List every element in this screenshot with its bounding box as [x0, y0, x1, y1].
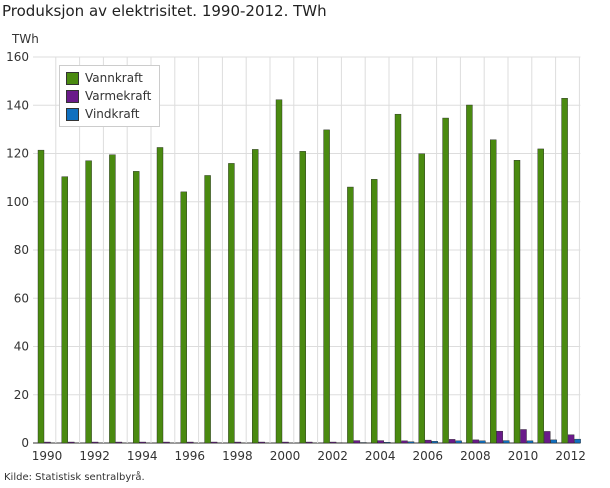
bar-vannkraft: [228, 163, 235, 444]
x-tick-label: 2004: [365, 449, 396, 463]
bar-varmekraft: [44, 441, 51, 444]
bar-vannkraft: [132, 171, 140, 444]
y-tick-label: 60: [14, 291, 29, 305]
legend-label: Varmekraft: [85, 89, 152, 103]
bar-varmekraft: [496, 430, 503, 444]
legend-swatch: [66, 107, 79, 121]
bar-vindkraft: [526, 440, 534, 444]
bar-varmekraft: [472, 439, 480, 444]
bar-varmekraft: [377, 440, 384, 444]
bar-vannkraft: [109, 154, 116, 444]
bar-varmekraft: [282, 441, 289, 444]
bar-varmekraft: [567, 434, 575, 444]
x-tick-label: 1990: [32, 449, 63, 463]
bar-vannkraft: [513, 160, 521, 444]
bar-varmekraft: [115, 441, 123, 444]
bar-varmekraft: [306, 441, 313, 444]
bar-varmekraft: [353, 440, 361, 444]
x-tick-label: 1994: [127, 449, 158, 463]
chart-title: Produksjon av elektrisitet. 1990-2012. T…: [2, 2, 327, 20]
bar-varmekraft: [91, 441, 99, 444]
bar-varmekraft: [139, 441, 146, 444]
bar-vannkraft: [394, 113, 402, 444]
bar-vindkraft: [479, 440, 486, 444]
y-tick-label: 100: [6, 195, 29, 209]
bar-varmekraft: [425, 439, 432, 444]
legend-swatch: [66, 71, 79, 85]
bar-vannkraft: [299, 151, 306, 444]
x-tick-label: 2000: [270, 449, 301, 463]
bar-varmekraft: [520, 429, 527, 444]
bar-vindkraft: [550, 439, 557, 444]
bar-vannkraft: [180, 191, 188, 444]
bar-vindkraft: [455, 440, 462, 444]
x-tick-label: 2006: [413, 449, 444, 463]
bar-vannkraft: [466, 104, 473, 444]
bar-vannkraft: [156, 147, 164, 444]
legend-item: Vannkraft: [66, 69, 151, 87]
bar-varmekraft: [210, 441, 218, 444]
bar-vannkraft: [537, 148, 544, 444]
x-tick-label: 1992: [79, 449, 110, 463]
y-tick-label: 20: [14, 388, 29, 402]
y-axis-label: TWh: [12, 32, 39, 46]
x-tick-label: 1996: [175, 449, 206, 463]
bar-varmekraft: [544, 431, 551, 444]
bar-varmekraft: [448, 439, 456, 444]
bar-varmekraft: [401, 440, 408, 444]
bar-vannkraft: [561, 98, 568, 444]
bar-vannkraft: [251, 149, 259, 444]
bar-vannkraft: [371, 179, 378, 444]
bar-vannkraft: [323, 129, 330, 444]
bar-varmekraft: [234, 441, 242, 444]
y-tick-label: 80: [14, 243, 29, 257]
bar-vindkraft: [503, 440, 510, 444]
bar-vannkraft: [275, 99, 283, 444]
y-tick-label: 160: [6, 50, 29, 64]
bar-vannkraft: [204, 175, 211, 444]
bar-varmekraft: [68, 441, 75, 444]
legend-swatch: [66, 89, 79, 103]
bar-vannkraft: [347, 186, 354, 444]
x-tick-label: 2012: [555, 449, 586, 463]
bar-varmekraft: [258, 441, 265, 444]
bar-vannkraft: [85, 160, 92, 444]
legend: Vannkraft Varmekraft Vindkraft: [59, 65, 161, 127]
bar-vindkraft: [407, 441, 415, 444]
bar-vannkraft: [418, 153, 425, 444]
x-tick-label: 2008: [460, 449, 491, 463]
bar-vannkraft: [442, 117, 449, 444]
legend-label: Vannkraft: [85, 71, 143, 85]
y-tick-label: 0: [21, 436, 29, 450]
y-tick-label: 140: [6, 98, 29, 112]
x-tick-label: 1998: [222, 449, 253, 463]
y-tick-label: 40: [14, 340, 29, 354]
bar-vindkraft: [574, 438, 581, 444]
x-tick-label: 2010: [508, 449, 539, 463]
bar-varmekraft: [187, 441, 194, 444]
legend-label: Vindkraft: [85, 107, 140, 121]
x-tick-label: 2002: [317, 449, 348, 463]
bar-vannkraft: [37, 149, 45, 444]
legend-item: Vindkraft: [66, 105, 151, 123]
bar-vannkraft: [61, 176, 68, 444]
source-note: Kilde: Statistisk sentralbyrå.: [4, 472, 145, 483]
bar-varmekraft: [329, 441, 337, 444]
legend-item: Varmekraft: [66, 87, 151, 105]
bar-vannkraft: [490, 139, 497, 444]
bar-vindkraft: [431, 441, 438, 444]
bar-varmekraft: [163, 441, 170, 444]
y-tick-label: 120: [6, 147, 29, 161]
bar-vindkraft: [384, 442, 391, 444]
